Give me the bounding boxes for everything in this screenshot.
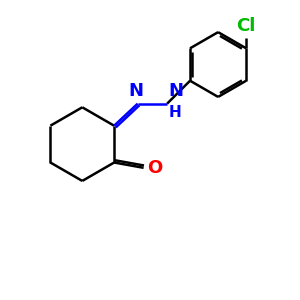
Text: O: O [147, 159, 163, 177]
Text: Cl: Cl [236, 17, 256, 35]
Text: N: N [169, 82, 184, 100]
Text: H: H [169, 105, 182, 120]
Text: N: N [129, 82, 144, 100]
